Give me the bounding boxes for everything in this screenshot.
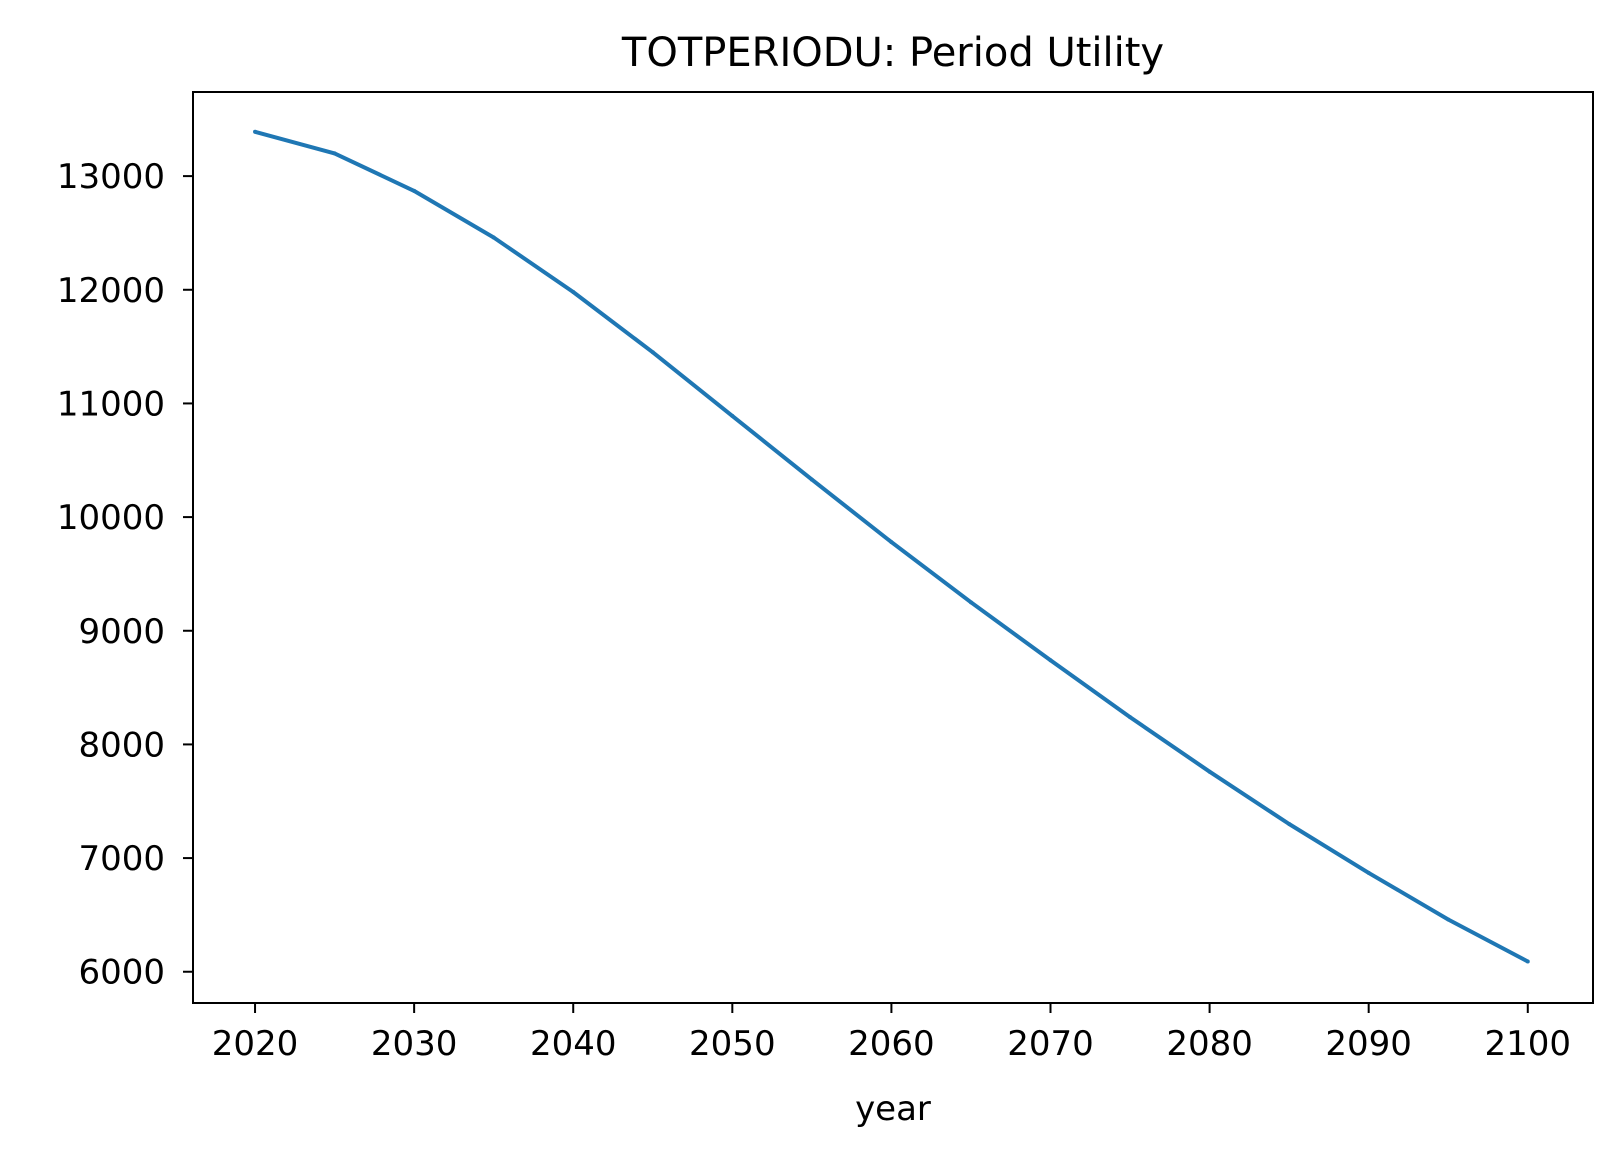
y-tick-label: 8000 (78, 725, 165, 765)
x-tick-label: 2030 (371, 1024, 458, 1064)
data-point (253, 129, 258, 134)
plot-frame (192, 91, 1594, 1004)
data-point (1128, 715, 1133, 720)
y-tick-label: 6000 (78, 953, 165, 993)
data-point (650, 350, 655, 355)
data-point (730, 413, 735, 418)
data-point (889, 540, 894, 545)
y-axis: 6000 7000 8000 9000 10000 11000 12000 13000 (57, 157, 193, 993)
y-tick-label: 7000 (78, 839, 165, 879)
chart-title: TOTPERIODU: Period Utility (621, 30, 1164, 76)
y-tick-label: 11000 (57, 384, 165, 424)
x-tick-label: 2020 (212, 1024, 299, 1064)
x-axis-label: year (855, 1089, 931, 1129)
x-tick-label: 2040 (530, 1024, 617, 1064)
y-tick-label: 9000 (78, 612, 165, 652)
data-point (412, 188, 417, 193)
y-tick-label: 12000 (57, 271, 165, 311)
x-axis: 2020 2030 2040 2050 2060 2070 2080 2090 2100 (212, 1003, 1571, 1064)
series-line (254, 129, 1529, 964)
x-tick-label: 2070 (1007, 1024, 1094, 1064)
data-point (1207, 769, 1212, 774)
data-point (332, 151, 337, 156)
x-tick-label: 2050 (689, 1024, 776, 1064)
data-point (571, 290, 576, 295)
data-point (1366, 870, 1371, 875)
x-tick-label: 2060 (848, 1024, 935, 1064)
plot-area (253, 129, 1530, 964)
data-point (809, 477, 814, 482)
data-point (1287, 821, 1292, 826)
x-tick-label: 2090 (1325, 1024, 1412, 1064)
data-point (491, 235, 496, 240)
y-tick-label: 13000 (57, 157, 165, 197)
y-tick-label: 10000 (57, 498, 165, 538)
x-tick-label: 2080 (1166, 1024, 1253, 1064)
data-point (1525, 959, 1530, 964)
data-point (968, 600, 973, 605)
data-point (1048, 658, 1053, 663)
x-tick-label: 2100 (1485, 1024, 1572, 1064)
data-point (1446, 917, 1451, 922)
